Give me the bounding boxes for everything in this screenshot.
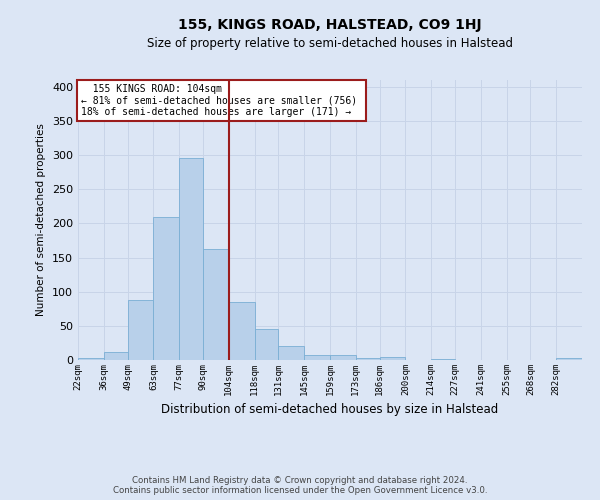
- Bar: [128, 300, 154, 360]
- Bar: [203, 250, 229, 360]
- Bar: [254, 330, 278, 360]
- Bar: [304, 355, 330, 360]
- Bar: [154, 218, 179, 360]
- Text: Size of property relative to semi-detached houses in Halstead: Size of property relative to semi-detach…: [147, 38, 513, 51]
- Bar: [431, 358, 455, 360]
- Bar: [356, 358, 380, 360]
- Bar: [78, 358, 104, 360]
- Y-axis label: Number of semi-detached properties: Number of semi-detached properties: [37, 124, 46, 316]
- Bar: [380, 356, 406, 360]
- Bar: [278, 346, 304, 360]
- Text: Contains HM Land Registry data © Crown copyright and database right 2024.
Contai: Contains HM Land Registry data © Crown c…: [113, 476, 487, 495]
- Bar: [179, 158, 203, 360]
- Bar: [104, 352, 128, 360]
- Bar: [229, 302, 254, 360]
- Bar: [556, 358, 582, 360]
- Bar: [330, 355, 356, 360]
- Text: 155, KINGS ROAD, HALSTEAD, CO9 1HJ: 155, KINGS ROAD, HALSTEAD, CO9 1HJ: [178, 18, 482, 32]
- Text: 155 KINGS ROAD: 104sqm
← 81% of semi-detached houses are smaller (756)
18% of se: 155 KINGS ROAD: 104sqm ← 81% of semi-det…: [80, 84, 362, 117]
- X-axis label: Distribution of semi-detached houses by size in Halstead: Distribution of semi-detached houses by …: [161, 404, 499, 416]
